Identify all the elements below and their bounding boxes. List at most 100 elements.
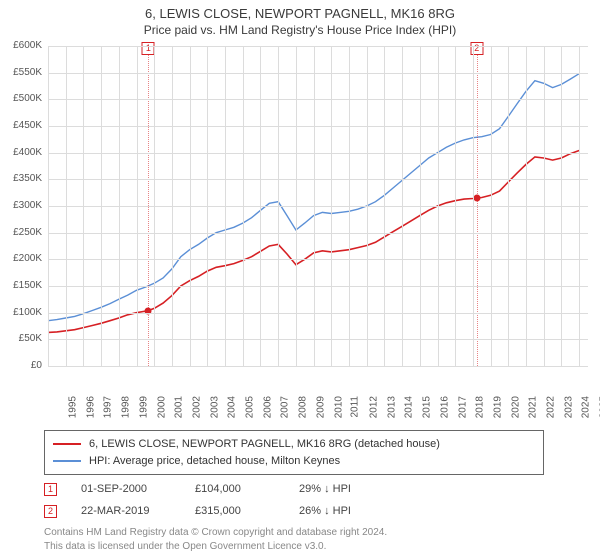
transaction-delta: 29% ↓ HPI (299, 483, 351, 495)
chart-title: 6, LEWIS CLOSE, NEWPORT PAGNELL, MK16 8R… (0, 0, 600, 21)
gridline-h (48, 339, 588, 340)
x-axis-label: 2011 (350, 396, 361, 418)
transaction-price: £104,000 (195, 483, 275, 495)
y-axis-label: £500K (2, 93, 42, 104)
gridline-v (137, 46, 138, 366)
gridline-v (243, 46, 244, 366)
transaction-date: 22-MAR-2019 (81, 505, 171, 517)
x-axis-label: 1999 (138, 396, 149, 418)
x-axis-label: 2020 (510, 396, 521, 418)
x-axis-label: 2021 (528, 396, 539, 418)
gridline-v (544, 46, 545, 366)
x-axis-label: 2019 (492, 396, 503, 418)
x-axis-label: 2004 (227, 396, 238, 418)
x-axis-label: 2013 (386, 396, 397, 418)
x-axis-label: 2005 (244, 396, 255, 418)
gridline-h (48, 286, 588, 287)
x-axis-label: 2014 (404, 396, 415, 418)
gridline-v (190, 46, 191, 366)
legend-label: HPI: Average price, detached house, Milt… (89, 453, 340, 470)
transaction-dot (473, 195, 480, 202)
y-axis-label: £400K (2, 147, 42, 158)
gridline-v (402, 46, 403, 366)
x-axis-label: 2000 (156, 396, 167, 418)
x-axis-label: 2007 (280, 396, 291, 418)
x-axis-label: 2006 (262, 396, 273, 418)
x-axis-label: 2017 (457, 396, 468, 418)
gridline-v (154, 46, 155, 366)
gridline-h (48, 126, 588, 127)
chart-container: { "title": "6, LEWIS CLOSE, NEWPORT PAGN… (0, 0, 600, 560)
gridline-v (48, 46, 49, 366)
gridline-h (48, 233, 588, 234)
x-axis-label: 2018 (474, 396, 485, 418)
transaction-marker: 1 (44, 483, 57, 496)
legend-item: HPI: Average price, detached house, Milt… (53, 453, 535, 470)
legend-swatch (53, 460, 81, 462)
gridline-v (491, 46, 492, 366)
gridline-v (561, 46, 562, 366)
transaction-delta: 26% ↓ HPI (299, 505, 351, 517)
gridline-v (172, 46, 173, 366)
y-axis-label: £200K (2, 253, 42, 264)
gridline-v (296, 46, 297, 366)
chart-area: 12 £0£50K£100K£150K£200K£250K£300K£350K£… (0, 40, 600, 420)
gridline-h (48, 259, 588, 260)
y-axis-label: £300K (2, 200, 42, 211)
footnote-line: Contains HM Land Registry data © Crown c… (44, 526, 564, 540)
y-axis-label: £0 (2, 360, 42, 371)
y-axis-label: £150K (2, 280, 42, 291)
legend-swatch (53, 443, 81, 445)
x-axis-label: 2024 (581, 396, 592, 418)
transaction-date: 01-SEP-2000 (81, 483, 171, 495)
x-axis-label: 1996 (85, 396, 96, 418)
gridline-v (260, 46, 261, 366)
gridline-h (48, 73, 588, 74)
x-axis-label: 2022 (545, 396, 556, 418)
x-axis-label: 2016 (439, 396, 450, 418)
gridline-v (66, 46, 67, 366)
legend-item: 6, LEWIS CLOSE, NEWPORT PAGNELL, MK16 8R… (53, 436, 535, 453)
legend-label: 6, LEWIS CLOSE, NEWPORT PAGNELL, MK16 8R… (89, 436, 440, 453)
gridline-v (225, 46, 226, 366)
y-axis-label: £50K (2, 333, 42, 344)
y-axis-label: £250K (2, 227, 42, 238)
gridline-v (455, 46, 456, 366)
gridline-h (48, 366, 588, 367)
gridline-v (278, 46, 279, 366)
y-axis-label: £550K (2, 67, 42, 78)
gridline-v (473, 46, 474, 366)
x-axis-label: 1998 (120, 396, 131, 418)
gridline-v (420, 46, 421, 366)
gridline-v (508, 46, 509, 366)
transaction-marker-num: 2 (48, 507, 53, 516)
transaction-marker-num: 1 (48, 485, 53, 494)
gridline-v (314, 46, 315, 366)
x-axis-label: 1997 (103, 396, 114, 418)
transaction-price: £315,000 (195, 505, 275, 517)
gridline-v (579, 46, 580, 366)
y-axis-label: £600K (2, 40, 42, 51)
y-axis-label: £450K (2, 120, 42, 131)
gridline-h (48, 206, 588, 207)
gridline-v (526, 46, 527, 366)
x-axis-label: 1995 (67, 396, 78, 418)
transaction-row: 2 22-MAR-2019 £315,000 26% ↓ HPI (44, 500, 544, 522)
gridline-h (48, 179, 588, 180)
x-axis-label: 2008 (297, 396, 308, 418)
x-axis-label: 2002 (191, 396, 202, 418)
gridline-v (207, 46, 208, 366)
chart-subtitle: Price paid vs. HM Land Registry's House … (0, 21, 600, 37)
gridline-v (384, 46, 385, 366)
y-axis-label: £350K (2, 173, 42, 184)
y-axis-label: £100K (2, 307, 42, 318)
gridline-h (48, 46, 588, 47)
legend: 6, LEWIS CLOSE, NEWPORT PAGNELL, MK16 8R… (44, 430, 544, 475)
footnote: Contains HM Land Registry data © Crown c… (44, 526, 564, 553)
transaction-marker: 2 (44, 505, 57, 518)
x-axis-label: 2012 (368, 396, 379, 418)
gridline-v (367, 46, 368, 366)
gridline-v (83, 46, 84, 366)
gridline-v (101, 46, 102, 366)
transaction-row: 1 01-SEP-2000 £104,000 29% ↓ HPI (44, 478, 544, 500)
